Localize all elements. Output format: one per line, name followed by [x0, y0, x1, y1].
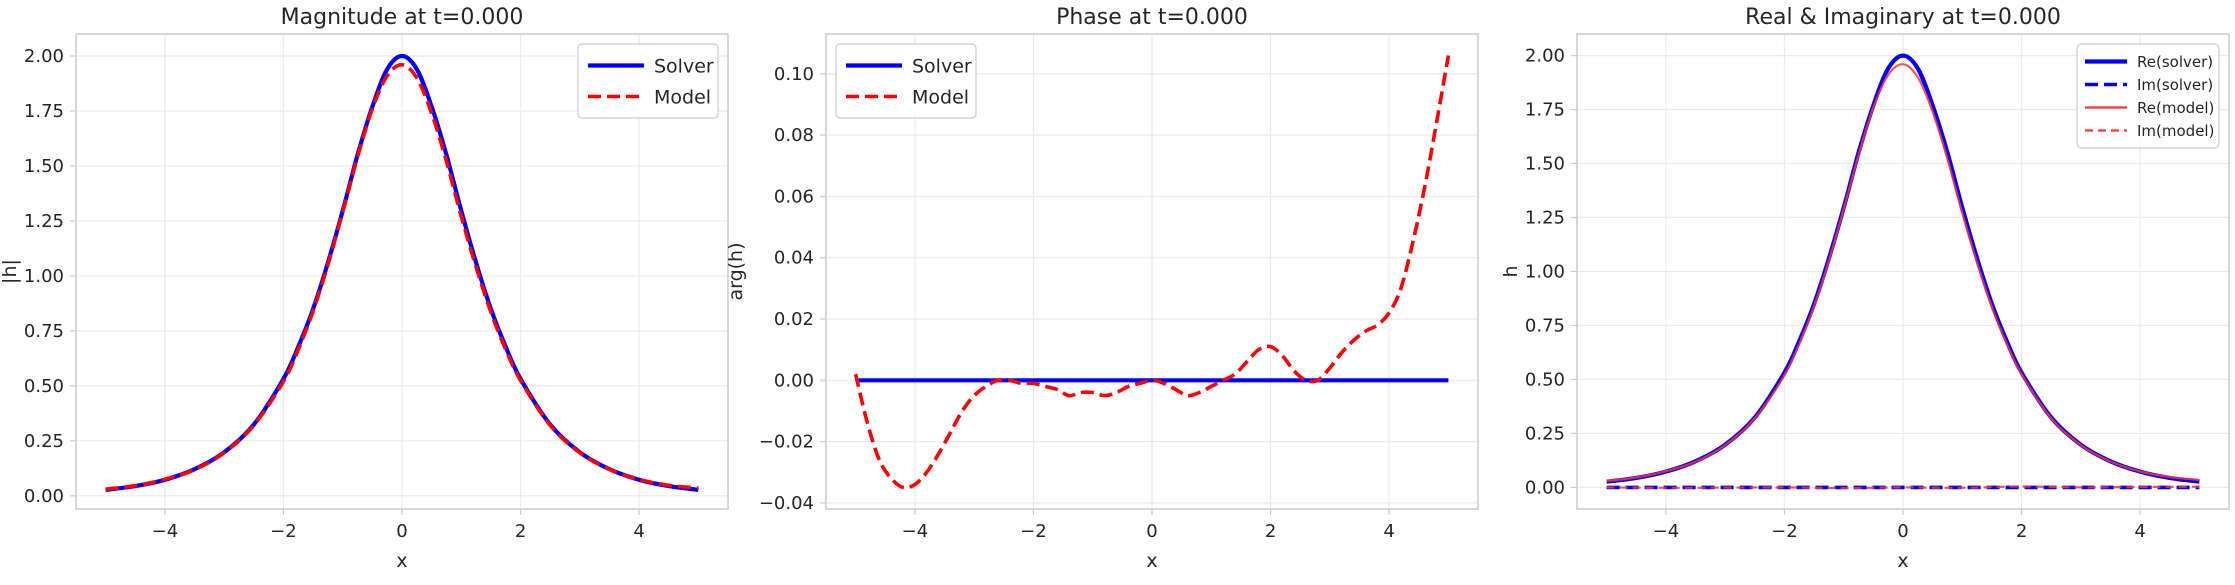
series-line-re-model: [1606, 63, 2200, 482]
x-tick-label: 4: [633, 521, 644, 542]
panel-title: Real & Imaginary at t=0.000: [1745, 5, 2061, 30]
x-axis-label: x: [396, 550, 407, 572]
x-axis-label: x: [1897, 550, 1908, 572]
x-tick-label: −4: [152, 521, 179, 542]
legend-label: Model: [912, 86, 969, 108]
x-axis-label: x: [1146, 550, 1157, 572]
x-tick-label: 2: [515, 521, 526, 542]
y-tick-label: 0.00: [24, 486, 64, 507]
panel-2: −4 −2 0 2 4 −0.04 −0.02 0.00 0.02 0.04 0.06 0.08 0.1…: [725, 5, 1479, 572]
y-tick-label: 0.50: [1525, 369, 1565, 390]
x-tick-label: −4: [1653, 521, 1680, 542]
legend-label: Solver: [912, 55, 972, 77]
y-tick-label: 2.00: [1525, 46, 1565, 67]
x-tick-label: 2: [2016, 521, 2027, 542]
legend-label: Model: [654, 86, 711, 108]
legend-box: [577, 43, 719, 119]
y-tick-label: 1.00: [24, 266, 64, 287]
panel-1: −4 −2 0 2 4 0.00 0.25 0.50 0.75 1.00 1.25 1.50 1.75 2…: [0, 5, 729, 572]
y-tick-label: 1.75: [1525, 100, 1565, 121]
y-tick-label: 0.50: [24, 376, 64, 397]
y-tick-label: −0.02: [759, 432, 814, 453]
series-line-model: [853, 55, 1451, 490]
y-tick-label: 0.06: [774, 186, 814, 207]
legend-label: Im(solver): [2137, 76, 2213, 94]
legend-label: Im(model): [2137, 122, 2214, 140]
y-tick-label: 0.08: [774, 125, 814, 146]
legend-label: Re(solver): [2137, 53, 2213, 71]
legend: Solver Model: [835, 43, 977, 119]
series-line-model: [105, 62, 699, 491]
y-tick-label: 1.50: [1525, 154, 1565, 175]
y-tick-label: 1.75: [24, 101, 64, 122]
y-tick-label: 0.10: [774, 64, 814, 85]
legend-box: [835, 43, 977, 119]
y-tick-label: 2.00: [24, 46, 64, 67]
y-tick-label: 0.02: [774, 309, 814, 330]
y-axis-label: h: [1500, 265, 1522, 277]
y-axis-label: |h|: [0, 259, 21, 284]
legend-label: Re(model): [2137, 99, 2214, 117]
legend-label: Solver: [654, 55, 714, 77]
legend: Solver Model: [577, 43, 719, 119]
x-tick-label: 0: [396, 521, 407, 542]
panel-title: Magnitude at t=0.000: [281, 5, 524, 30]
legend-box: [2076, 43, 2220, 149]
x-tick-label: −2: [270, 521, 297, 542]
y-tick-label: 0.04: [774, 248, 814, 269]
x-tick-label: −2: [1020, 521, 1047, 542]
y-axis-label: arg(h): [725, 242, 747, 300]
y-tick-label: 1.25: [24, 211, 64, 232]
y-tick-label: 0.75: [1525, 315, 1565, 336]
panel-3: −4 −2 0 2 4 0.00 0.25 0.50 0.75 1.00 1.25 1.50 1.75 2…: [1500, 5, 2230, 572]
panel-title: Phase at t=0.000: [1056, 5, 1248, 30]
y-tick-label: −0.04: [759, 493, 814, 514]
y-tick-label: 1.25: [1525, 208, 1565, 229]
y-tick-label: 1.00: [1525, 262, 1565, 283]
x-tick-label: 2: [1265, 521, 1276, 542]
y-tick-label: 0.75: [24, 321, 64, 342]
x-tick-label: −2: [1771, 521, 1798, 542]
x-tick-label: −4: [902, 521, 929, 542]
x-tick-label: 0: [1146, 521, 1157, 542]
x-tick-label: 4: [1383, 521, 1394, 542]
y-tick-label: 0.00: [774, 370, 814, 391]
y-tick-label: 0.25: [24, 431, 64, 452]
series-group: [853, 55, 1451, 490]
series-group: [105, 53, 699, 492]
legend: Re(solver) Im(solver) Re(model) Im(model): [2076, 43, 2220, 149]
y-tick-label: 0.00: [1525, 477, 1565, 498]
series-group: [1606, 53, 2200, 490]
y-tick-label: 0.25: [1525, 423, 1565, 444]
y-tick-label: 1.50: [24, 156, 64, 177]
x-tick-label: 4: [2134, 521, 2145, 542]
x-tick-label: 0: [1897, 521, 1908, 542]
